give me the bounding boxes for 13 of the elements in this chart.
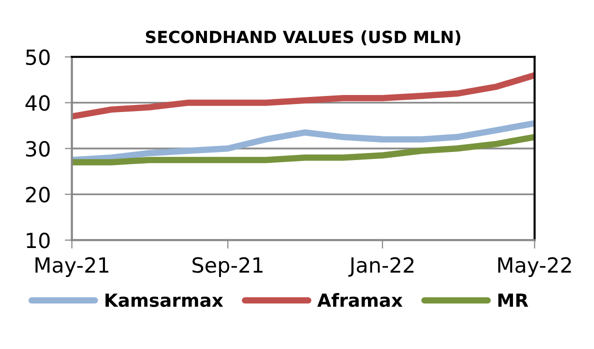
chart-title: SECONDHAND VALUES (USD MLN) [146, 30, 460, 46]
x-tick-label: Sep-21 [192, 257, 263, 277]
y-tick-label: 30 [26, 140, 50, 157]
x-tick-label: May-21 [36, 257, 108, 277]
legend-label: MR [498, 294, 528, 307]
legend-label: Aframax [317, 293, 403, 307]
x-tick-label: May-22 [498, 257, 571, 277]
y-tick-label: 40 [26, 95, 50, 111]
x-tick-label: Jan-22 [348, 257, 414, 277]
y-tick-label: 20 [26, 186, 50, 203]
y-tick-label: 50 [26, 49, 50, 66]
y-tick-label: 10 [26, 232, 50, 248]
legend-label: Kamsarmax [106, 294, 224, 307]
